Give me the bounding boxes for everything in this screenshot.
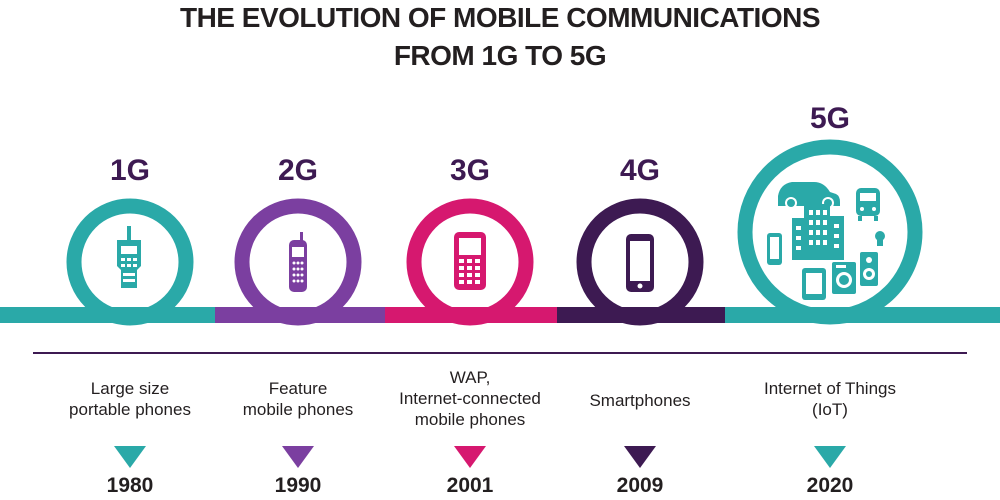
generation-label-1g: 1G bbox=[110, 154, 150, 187]
building-icon bbox=[792, 204, 844, 260]
marker-triangle-2g bbox=[282, 446, 314, 468]
brick-phone-icon bbox=[117, 226, 141, 288]
generation-label-3g: 3G bbox=[450, 154, 490, 187]
page-title-line-2: FROM 1G TO 5G bbox=[393, 40, 607, 71]
description-2g-line-2: mobile phones bbox=[242, 400, 354, 419]
iot-devices-icon bbox=[767, 182, 885, 300]
band-overlay-1g bbox=[60, 307, 200, 323]
mobile-phone-icon bbox=[767, 233, 782, 265]
year-2g: 1990 bbox=[274, 474, 322, 497]
description-4g-line-1: Smartphones bbox=[589, 391, 691, 410]
marker-triangle-1g bbox=[114, 446, 146, 468]
description-5g-line-1: Internet of Things bbox=[764, 379, 896, 398]
description-1g-line-2: portable phones bbox=[69, 400, 191, 419]
band-overlay-3g bbox=[400, 307, 540, 323]
smartphone-icon bbox=[626, 234, 654, 292]
train-icon bbox=[856, 188, 880, 221]
description-3g-line-1: WAP, bbox=[449, 368, 491, 387]
generation-label-5g: 5G bbox=[810, 102, 850, 135]
description-3g-line-2: Internet-connected bbox=[399, 389, 541, 408]
description-2g-line-1: Feature bbox=[268, 379, 328, 398]
description-3g: WAP, Internet-connected mobile phones bbox=[370, 367, 570, 430]
marker-triangle-4g bbox=[624, 446, 656, 468]
band-overlay-4g bbox=[570, 307, 710, 323]
year-1g: 1980 bbox=[106, 474, 154, 497]
description-3g-line-3: mobile phones bbox=[414, 410, 526, 429]
description-5g: Internet of Things (IoT) bbox=[730, 378, 930, 420]
generation-label-4g: 4G bbox=[620, 154, 660, 187]
feature-phone-icon bbox=[289, 232, 307, 292]
page-title-line-1: THE EVOLUTION OF MOBILE COMMUNICATIONS bbox=[179, 2, 821, 33]
year-3g: 2001 bbox=[446, 474, 494, 497]
band-overlay-5g bbox=[740, 307, 920, 323]
description-1g: Large size portable phones bbox=[30, 378, 230, 420]
marker-triangle-3g bbox=[454, 446, 486, 468]
year-5g: 2020 bbox=[806, 474, 854, 497]
description-4g: Smartphones bbox=[540, 390, 740, 411]
year-4g: 2009 bbox=[616, 474, 664, 497]
lightbulb-icon bbox=[875, 231, 885, 246]
speaker-icon bbox=[860, 252, 878, 286]
description-2g: Feature mobile phones bbox=[198, 378, 398, 420]
marker-triangle-5g bbox=[814, 446, 846, 468]
description-5g-line-2: (IoT) bbox=[812, 400, 848, 419]
tablet-icon bbox=[802, 268, 826, 300]
band-overlay-2g bbox=[228, 307, 368, 323]
keypad-phone-icon bbox=[454, 232, 486, 290]
generation-label-2g: 2G bbox=[278, 154, 318, 187]
description-1g-line-1: Large size bbox=[90, 379, 170, 398]
washing-machine-icon bbox=[832, 262, 856, 294]
